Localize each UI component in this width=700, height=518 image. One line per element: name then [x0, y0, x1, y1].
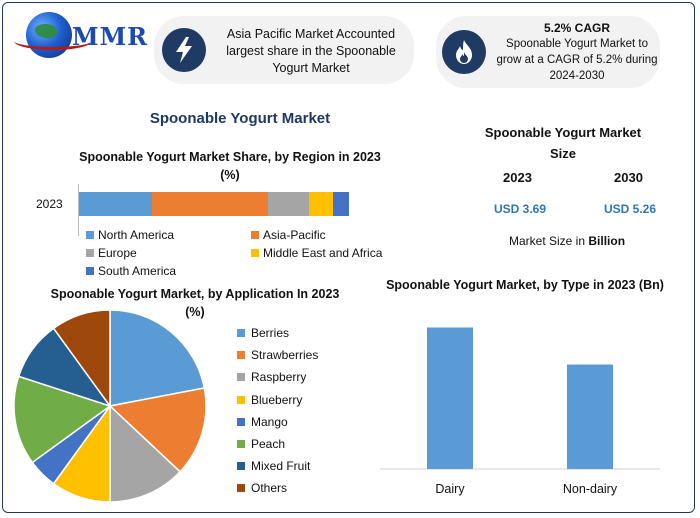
pie-slice-others — [52, 309, 111, 409]
type-bar-chart: Dairy Non-dairy — [380, 327, 660, 496]
mmr-logo: MMR — [14, 10, 147, 60]
region-legend-item: North America — [86, 228, 174, 242]
legend-swatch — [86, 249, 94, 257]
market-size-year-2030: 2030 — [614, 170, 643, 185]
legend-label: Berries — [251, 326, 290, 340]
market-size-note-unit: Billion — [588, 234, 626, 248]
region-segment-europe — [268, 192, 309, 216]
cagr-text-block: 5.2% CAGR Spoonable Yogurt Market to gro… — [492, 20, 662, 84]
flame-icon — [442, 30, 486, 74]
legend-label: Peach — [251, 437, 286, 451]
legend-swatch — [237, 351, 245, 360]
cagr-title: 5.2% CAGR — [543, 21, 611, 35]
application-legend-item: Others — [237, 481, 287, 495]
legend-label: Strawberries — [251, 348, 319, 363]
legend-swatch — [237, 329, 245, 337]
region-stacked-bar — [79, 192, 349, 216]
legend-swatch — [86, 231, 94, 239]
application-legend-item: Peach — [237, 437, 285, 451]
legend-label: Others — [251, 481, 288, 496]
legend-label: South America — [98, 264, 177, 278]
market-size-note: Market Size in Billion — [509, 234, 625, 248]
legend-label: Blueberry — [251, 392, 303, 407]
region-segment-middle-east-and-africa — [308, 192, 333, 216]
main-title: Spoonable Yogurt Market — [149, 110, 331, 127]
region-legend-item: Europe — [86, 246, 137, 260]
region-legend-item: Middle East and Africa — [251, 246, 382, 260]
region-legend-item: Asia-Pacific — [251, 228, 326, 242]
legend-label: Europe — [98, 246, 137, 260]
region-share-text: Asia Pacific Market Accounted largest sh… — [226, 27, 396, 75]
cagr-callout: 5.2% CAGR Spoonable Yogurt Market to gro… — [436, 16, 660, 88]
lightning-icon — [162, 28, 206, 72]
market-size-title: Spoonable Yogurt Market Size — [484, 125, 642, 161]
pie-slice-raspberry — [109, 404, 182, 503]
legend-label: Asia-Pacific — [263, 228, 326, 242]
application-legend-item: Raspberry — [237, 370, 306, 384]
application-legend-item: Strawberries — [237, 348, 318, 362]
region-segment-north-america — [79, 192, 152, 216]
application-legend-item: Mango — [237, 415, 288, 429]
legend-label: Raspberry — [251, 370, 307, 385]
type-category-label: Dairy — [435, 482, 465, 496]
region-segment-asia-pacific — [151, 192, 268, 216]
application-legend-item: Mixed Fruit — [237, 459, 310, 473]
legend-swatch — [237, 373, 245, 382]
pie-slice-peach — [13, 375, 112, 464]
region-share-callout: Asia Pacific Market Accounted largest sh… — [154, 16, 414, 84]
cagr-description: Spoonable Yogurt Market to grow at a CAG… — [496, 38, 658, 82]
legend-swatch — [237, 417, 245, 426]
region-chart-axis — [78, 184, 79, 236]
pie-slice-strawberries — [108, 387, 207, 473]
type-bar-non-dairy — [567, 364, 613, 469]
region-category-label: 2023 — [36, 197, 63, 211]
legend-label: Middle East and Africa — [263, 246, 383, 260]
legend-swatch — [251, 231, 259, 239]
application-chart-title: Spoonable Yogurt Market, by Application … — [50, 287, 340, 319]
legend-label: Mango — [251, 414, 288, 429]
legend-swatch — [237, 395, 245, 404]
market-size-value-2030: USD 5.26 — [604, 202, 657, 216]
region-segment-south-america — [332, 192, 349, 216]
legend-swatch — [86, 267, 94, 275]
application-legend-item: Blueberry — [237, 393, 302, 407]
logo-text: MMR — [72, 22, 149, 51]
type-category-label: Non-dairy — [563, 482, 618, 496]
region-legend-item: South America — [86, 264, 176, 278]
legend-label: North America — [98, 228, 175, 242]
pie-slice-berries — [109, 309, 206, 407]
market-size-note-prefix: Market Size in — [509, 234, 586, 248]
market-size-year-2023: 2023 — [503, 170, 532, 185]
region-chart-title: Spoonable Yogurt Market Share, by Region… — [79, 150, 381, 182]
legend-swatch — [251, 249, 259, 257]
logo-swoosh — [14, 32, 92, 50]
application-pie-chart — [13, 309, 207, 503]
legend-swatch — [237, 440, 245, 448]
type-chart-title: Spoonable Yogurt Market, by Type in 2023… — [386, 278, 664, 292]
legend-swatch — [237, 484, 245, 493]
legend-label: Mixed Fruit — [251, 459, 311, 474]
type-bar-dairy — [427, 327, 473, 469]
market-size-value-2023: USD 3.69 — [494, 202, 547, 216]
legend-swatch — [237, 462, 245, 471]
application-legend-item: Berries — [237, 326, 289, 340]
